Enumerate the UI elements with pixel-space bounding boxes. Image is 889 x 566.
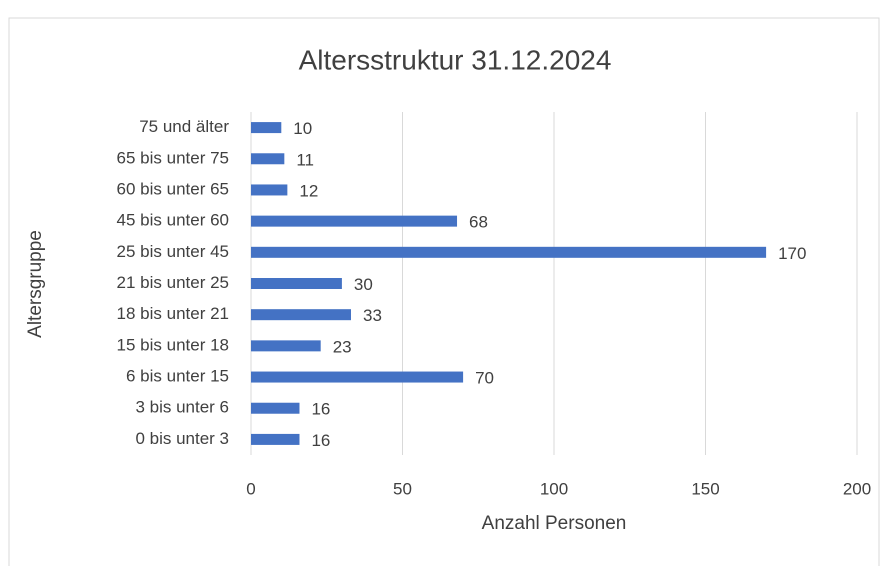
bar (251, 402, 300, 414)
chart-title: Altersstruktur 31.12.2024 (299, 44, 612, 75)
data-label: 23 (333, 337, 352, 356)
x-tick-label: 200 (843, 479, 871, 498)
y-tick-label: 25 bis unter 45 (117, 242, 229, 261)
y-tick-label: 45 bis unter 60 (117, 211, 229, 230)
data-label: 170 (778, 244, 806, 263)
y-tick-label: 3 bis unter 6 (135, 398, 229, 417)
bar (251, 184, 288, 196)
bar (251, 340, 321, 352)
data-label: 10 (293, 119, 312, 138)
bar (251, 153, 285, 165)
x-tick-label: 0 (246, 479, 255, 498)
bar (251, 215, 458, 227)
data-label: 12 (299, 181, 318, 200)
data-label: 16 (311, 431, 330, 450)
bar (251, 309, 351, 321)
y-axis-label: Altersgruppe (25, 230, 46, 338)
bar (251, 122, 282, 134)
y-tick-label: 15 bis unter 18 (117, 335, 229, 354)
y-tick-label: 65 bis unter 75 (117, 148, 229, 167)
x-axis-label: Anzahl Personen (482, 513, 627, 534)
y-tick-label: 75 und älter (139, 117, 229, 136)
data-label: 33 (363, 306, 382, 325)
y-tick-label: 21 bis unter 25 (117, 273, 229, 292)
bar (251, 433, 300, 445)
y-tick-label: 6 bis unter 15 (126, 367, 229, 386)
chart-border (8, 17, 880, 566)
data-label: 30 (354, 275, 373, 294)
y-tick-label: 0 bis unter 3 (135, 429, 229, 448)
data-label: 11 (296, 150, 314, 169)
x-tick-label: 100 (540, 479, 568, 498)
bar (251, 371, 464, 383)
bar (251, 278, 342, 289)
data-label: 68 (469, 213, 488, 232)
bar (251, 246, 767, 258)
y-tick-label: 18 bis unter 21 (117, 304, 229, 323)
data-label: 16 (311, 400, 330, 419)
y-tick-label: 60 bis unter 65 (117, 179, 229, 198)
x-tick-label: 150 (691, 479, 719, 498)
data-label: 70 (475, 369, 494, 388)
x-tick-label: 50 (393, 479, 412, 498)
